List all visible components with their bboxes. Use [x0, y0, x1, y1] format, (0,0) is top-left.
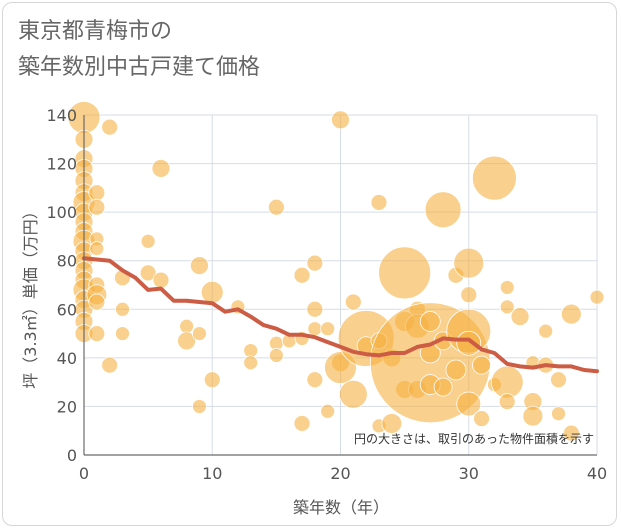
- bubble-point: [88, 293, 106, 311]
- bubble-point: [320, 403, 336, 419]
- bubble-point: [115, 326, 130, 341]
- bubble-point: [419, 311, 441, 332]
- bubble-point: [101, 118, 119, 136]
- bubble-point: [306, 254, 324, 272]
- bubble-point: [192, 326, 207, 341]
- bubble-point: [433, 377, 453, 397]
- bubble-point: [88, 184, 106, 202]
- bubble-point: [151, 159, 171, 178]
- bubble-point: [344, 293, 362, 311]
- bubble-point: [267, 198, 285, 216]
- tick-labels: 0 20 40 60 80 100 120 140 0 10 20 30 40: [46, 106, 607, 483]
- bubble-point: [89, 241, 105, 256]
- y-tick-label: 140: [46, 106, 77, 125]
- y-tick-label: 120: [46, 155, 77, 174]
- bubble-point: [378, 246, 432, 300]
- bubble-point: [381, 413, 403, 434]
- bubble-point: [471, 155, 517, 201]
- bubble-point: [445, 359, 467, 381]
- bubble-point: [499, 280, 515, 295]
- bubble-point: [203, 371, 221, 389]
- y-tick-label: 20: [57, 397, 77, 416]
- bubble-series: [67, 101, 605, 442]
- chart-title-line-1: 東京都青梅市の: [18, 19, 173, 44]
- bubble-point: [456, 330, 482, 356]
- bubble-point: [562, 424, 580, 442]
- y-tick-label: 0: [67, 446, 77, 465]
- bubble-point: [306, 300, 324, 318]
- bubble-point: [88, 198, 106, 216]
- y-axis-label: 坪（3.3㎡）単価（万円）: [21, 203, 40, 388]
- bubble-point: [190, 256, 209, 275]
- bubble-point: [293, 266, 311, 284]
- bubble-point: [510, 307, 530, 326]
- bubble-point: [550, 371, 567, 389]
- bubble-point: [560, 303, 582, 325]
- bubble-point: [424, 191, 462, 229]
- trend-line: [82, 256, 599, 374]
- bubble-point: [331, 110, 350, 130]
- bubble-point: [268, 348, 284, 363]
- bubble-point: [499, 299, 515, 315]
- x-tick-label: 10: [202, 464, 222, 483]
- bubble-point: [306, 371, 324, 389]
- bubble-point: [456, 391, 482, 417]
- x-tick-label: 40: [587, 464, 607, 483]
- x-axis-label: 築年数（年）: [293, 498, 389, 517]
- bubble-point: [101, 356, 119, 374]
- x-tick-label: 30: [459, 464, 479, 483]
- bubble-point: [453, 247, 485, 279]
- y-tick-label: 100: [46, 203, 77, 222]
- bubble-point: [370, 194, 388, 211]
- bubble-point: [88, 325, 106, 342]
- bubble-point: [338, 379, 368, 409]
- bubble-point: [307, 321, 323, 337]
- bubble-point: [152, 271, 170, 289]
- bubble-point: [473, 410, 490, 427]
- x-tick-label: 20: [330, 464, 350, 483]
- bubble-point: [115, 301, 130, 317]
- bubble-point: [139, 264, 157, 282]
- axes: [83, 115, 597, 456]
- chart-title-line-2: 築年数別中古戸建て価格: [18, 55, 261, 80]
- bubble-point: [200, 280, 224, 304]
- trend-line-group: [82, 256, 599, 374]
- bubble-point: [498, 393, 516, 410]
- bubble-point: [589, 289, 605, 305]
- x-tick-label: 0: [79, 464, 89, 483]
- bubble-point: [551, 406, 566, 422]
- bubble-point: [522, 405, 544, 427]
- bubble-point: [192, 399, 207, 414]
- bubble-point: [177, 331, 197, 351]
- y-tick-label: 80: [57, 252, 77, 271]
- bubble-point: [179, 318, 195, 334]
- bubble-point: [320, 321, 336, 337]
- bubble-point: [140, 233, 156, 249]
- bubble-point: [460, 286, 478, 304]
- bubble-point: [293, 415, 311, 432]
- size-annotation: 円の大きさは、取引のあった物件面積を示す: [354, 431, 594, 446]
- bubble-point: [243, 355, 259, 371]
- y-tick-label: 60: [57, 300, 77, 319]
- bubble-point: [472, 355, 491, 375]
- y-tick-label: 40: [57, 349, 77, 368]
- bubble-point: [538, 323, 554, 339]
- chart-title: 東京都青梅市の 築年数別中古戸建て価格: [18, 14, 260, 86]
